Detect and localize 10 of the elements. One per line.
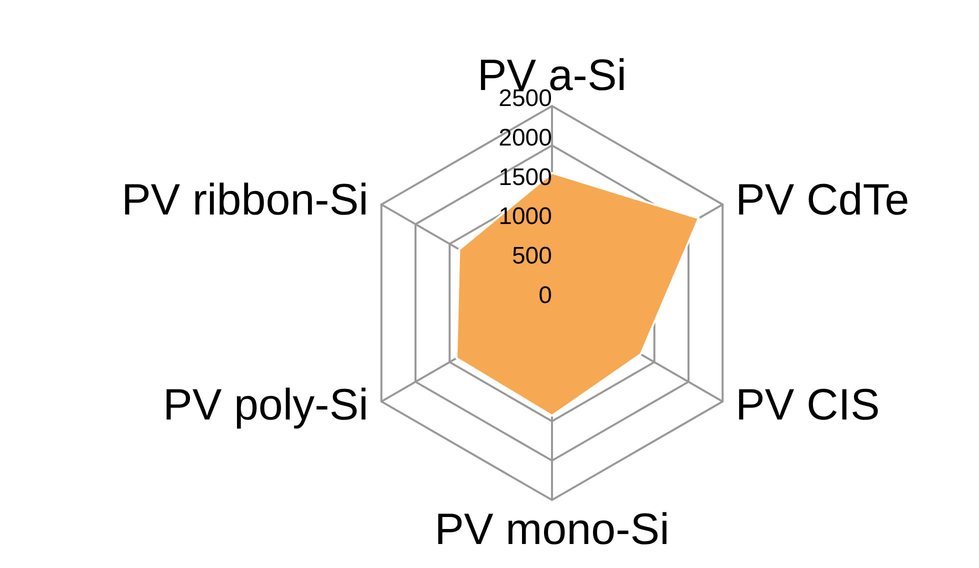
y-tick-label: 1000 [498,203,552,230]
y-tick-label: 0 [538,282,552,309]
spoke-label: PV poly-Si [163,380,368,430]
spoke-label: PV ribbon-Si [121,176,368,224]
y-tick-label: 2000 [498,124,552,152]
y-tick-label: 1500 [498,164,552,191]
y-tick-label: 500 [512,242,552,270]
spoke-label: PV CdTe [736,176,910,224]
spoke-label: PV mono-Si [434,505,670,554]
spoke-label: PV CIS [736,380,880,430]
